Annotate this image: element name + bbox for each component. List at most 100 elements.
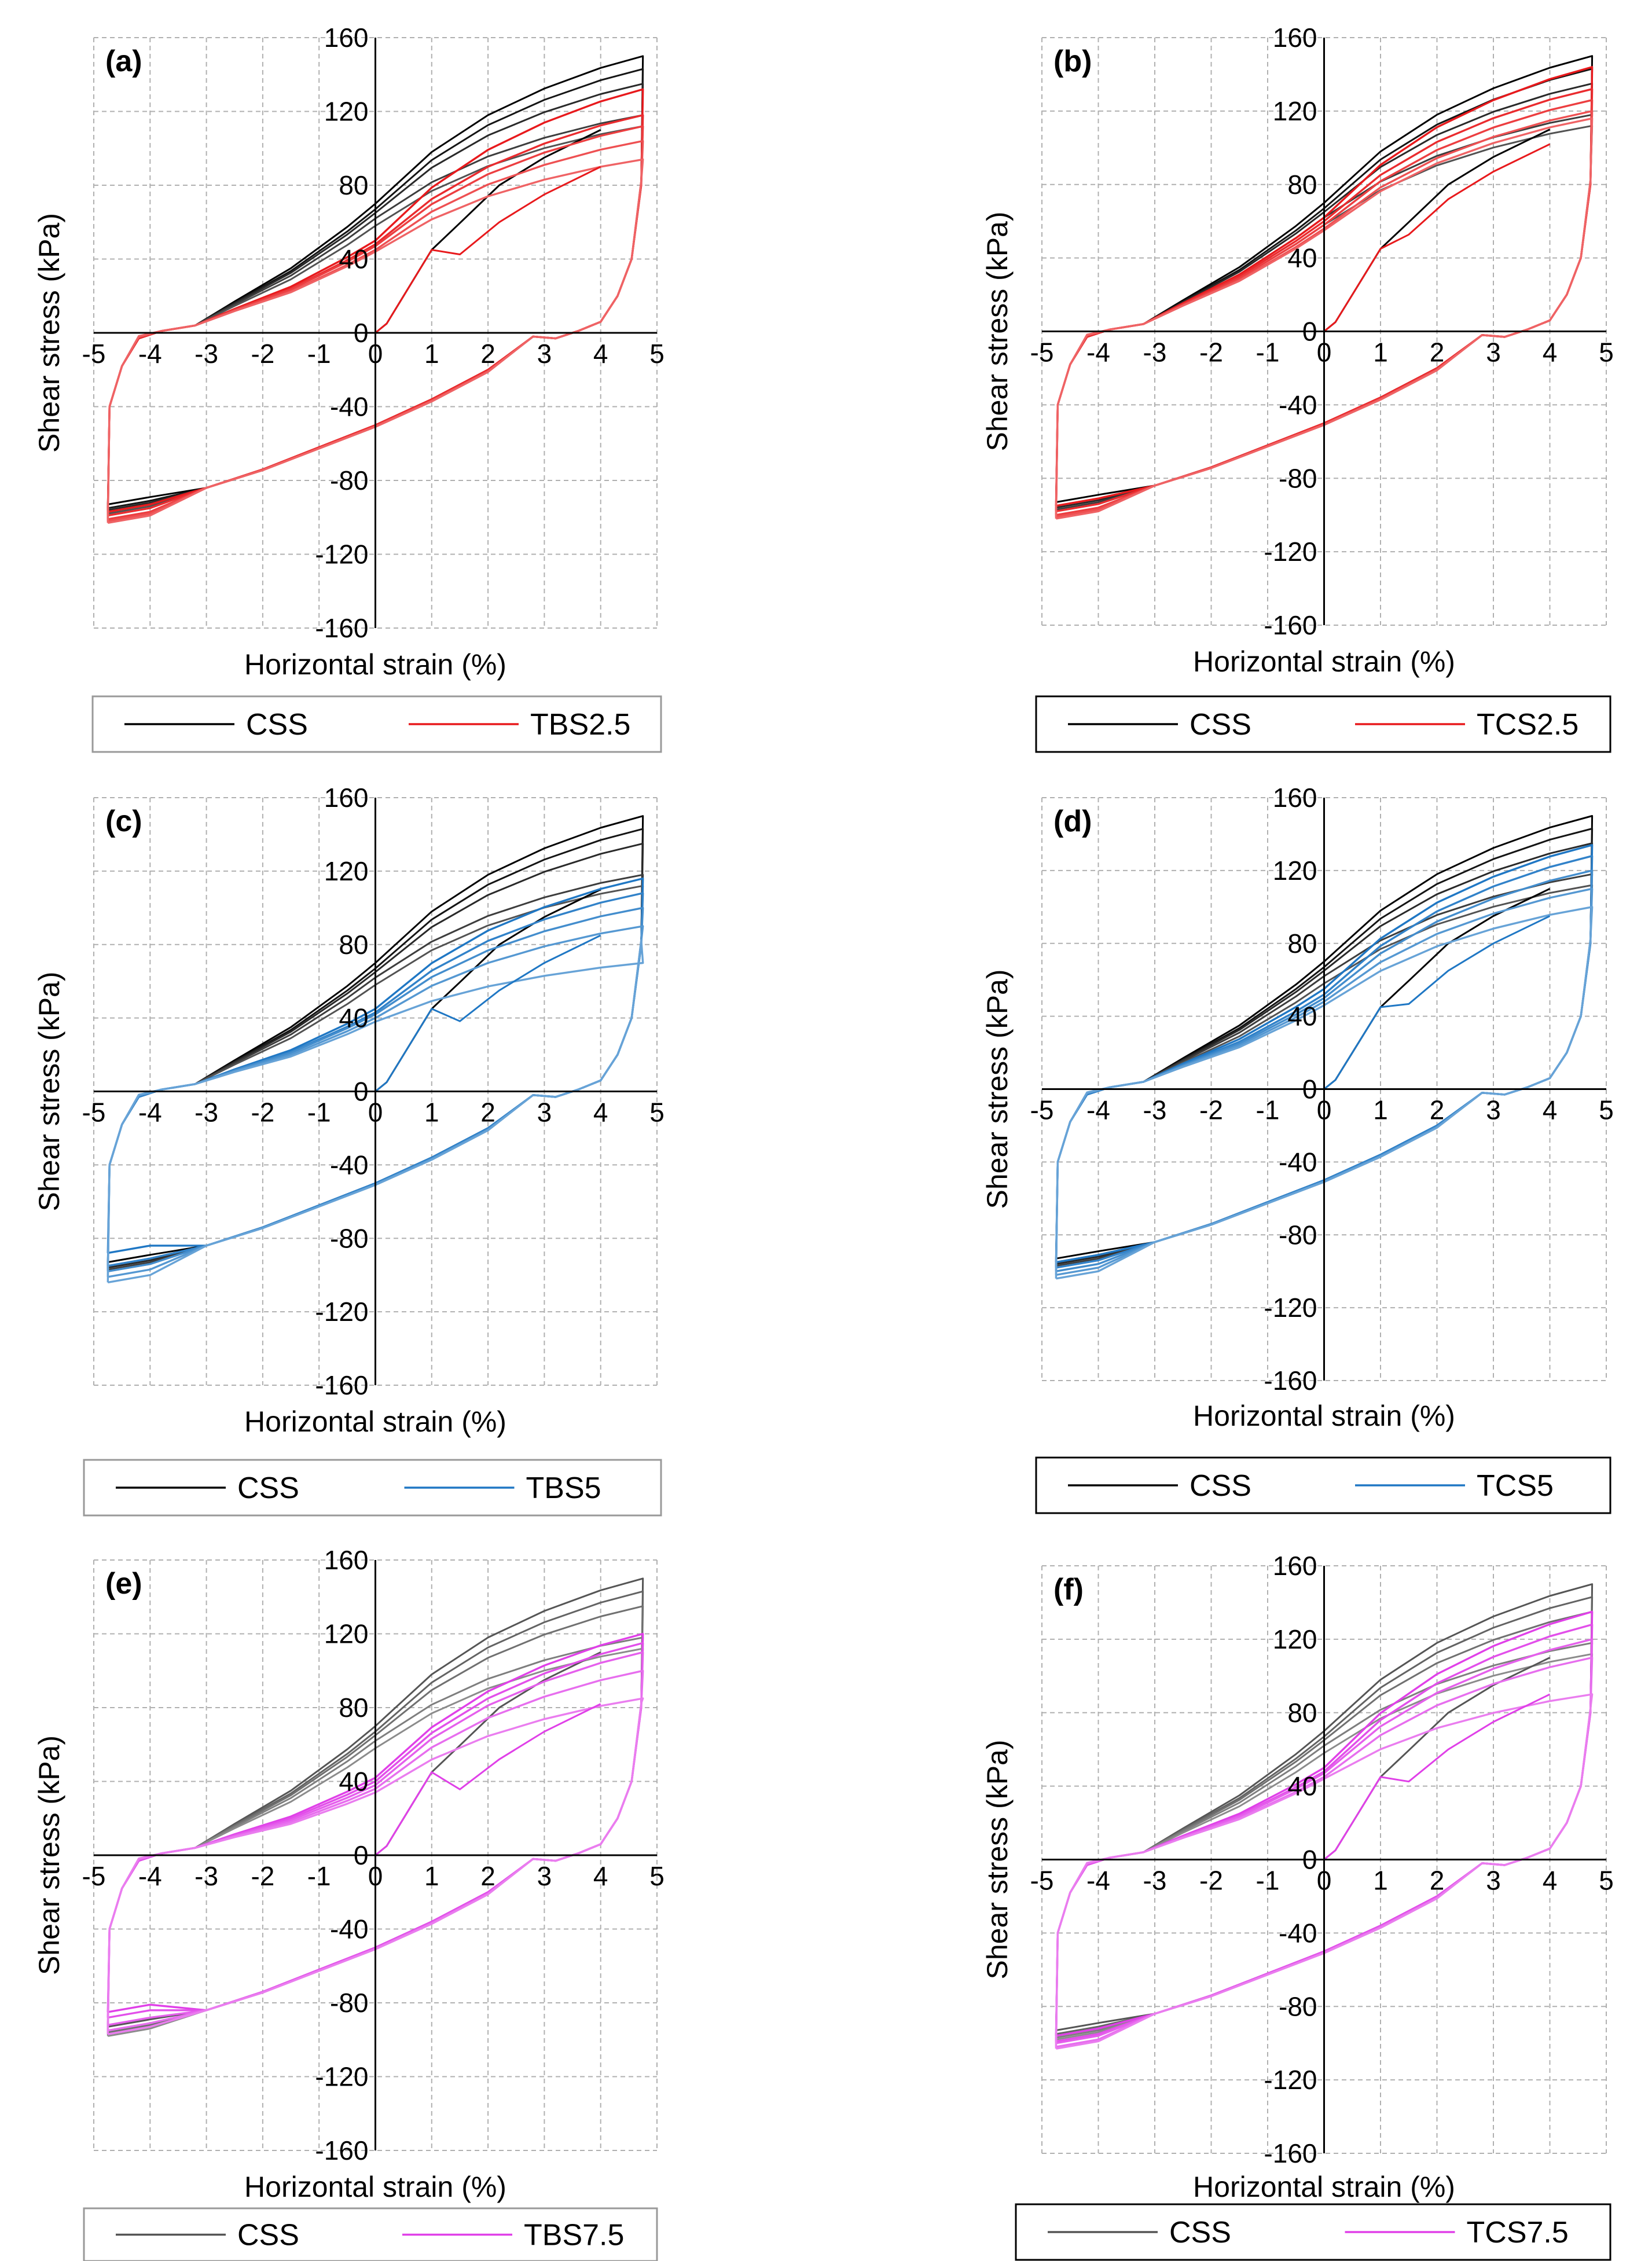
legend-label-CSS: CSS xyxy=(237,2219,299,2252)
x-tick-label: 4 xyxy=(593,1861,608,1891)
x-tick-label: 5 xyxy=(1599,1095,1614,1125)
x-tick-label: 0 xyxy=(1317,1866,1332,1896)
x-tick-label: 2 xyxy=(1430,1866,1445,1896)
y-axis-title: Shear stress (kPa) xyxy=(981,969,1014,1209)
y-tick-label: 120 xyxy=(1273,856,1317,886)
series-TBS7.5 xyxy=(107,1632,644,2035)
x-tick-label: -1 xyxy=(1256,1866,1280,1896)
legend-label-TCS7.5: TCS7.5 xyxy=(1467,2216,1569,2249)
legend-label-CSS: CSS xyxy=(1190,708,1251,742)
x-tick-label: -5 xyxy=(82,1098,106,1128)
x-tick-label: -2 xyxy=(251,1861,274,1891)
y-tick-label: 80 xyxy=(339,170,368,200)
y-tick-label: -40 xyxy=(330,1150,368,1180)
legend-label-CSS: CSS xyxy=(1169,2216,1231,2249)
chart-panel-6: -5 -4 -3 -2 -1 0 1 2 3 4 516012080400-40-80-120-16… xyxy=(981,1551,1614,2261)
y-tick-label: 40 xyxy=(1287,1771,1317,1801)
y-tick-label: 40 xyxy=(1287,1001,1317,1032)
x-tick-label: -4 xyxy=(1086,1095,1110,1125)
y-tick-label: -40 xyxy=(1279,390,1317,420)
panel-label: (a) xyxy=(105,45,142,78)
chart-panel-1: -5 -4 -3 -2 -1 0 1 2 3 4 516012080400-40-80-120-16… xyxy=(33,23,665,753)
x-tick-label: -2 xyxy=(1199,1866,1223,1896)
x-axis-title: Horizontal strain (%) xyxy=(244,648,506,681)
x-tick-label: -1 xyxy=(1256,1095,1280,1125)
panel-label: (b) xyxy=(1053,45,1092,78)
legend: CSS TCS7.5 xyxy=(1015,2203,1611,2261)
y-tick-label: 80 xyxy=(1287,1698,1317,1728)
legend-label-TBS5: TBS5 xyxy=(526,1471,601,1505)
x-tick-label: 5 xyxy=(649,1098,665,1128)
legend-label-CSS: CSS xyxy=(246,708,308,742)
x-tick-label: -4 xyxy=(138,339,162,369)
x-tick-label: 4 xyxy=(1543,1866,1558,1896)
y-tick-label: -120 xyxy=(315,539,368,570)
x-tick-label: -2 xyxy=(1199,1095,1223,1125)
x-tick-label: 0 xyxy=(1317,1095,1332,1125)
virgin-curve-TBS5 xyxy=(375,934,601,1092)
x-tick-label: -2 xyxy=(251,339,274,369)
x-tick-label: -3 xyxy=(1143,1866,1167,1896)
loop-TCS2.5-5 xyxy=(1055,117,1594,520)
y-tick-label: -80 xyxy=(330,1988,368,2018)
chart-panel-3: -5 -4 -3 -2 -1 0 1 2 3 4 516012080400-40-80-120-16… xyxy=(33,783,665,1517)
x-tick-label: -5 xyxy=(1030,337,1054,368)
x-tick-label: 1 xyxy=(424,339,439,369)
x-tick-label: -5 xyxy=(1030,1866,1054,1896)
x-axis-title: Horizontal strain (%) xyxy=(244,2171,506,2203)
x-axis-title: Horizontal strain (%) xyxy=(1193,645,1455,678)
x-tick-label: 3 xyxy=(1486,1866,1501,1896)
y-tick-label: 40 xyxy=(339,1003,368,1033)
legend-label-TBS2.5: TBS2.5 xyxy=(530,708,630,742)
x-tick-label: 2 xyxy=(1430,1095,1445,1125)
legend-label-TCS2.5: TCS2.5 xyxy=(1477,708,1578,742)
series-TBS5 xyxy=(107,877,644,1284)
panel-label: (f) xyxy=(1053,1573,1084,1606)
virgin-curve-TCS5 xyxy=(1323,915,1551,1090)
x-tick-label: -5 xyxy=(82,1861,106,1891)
y-axis-title: Shear stress (kPa) xyxy=(981,211,1014,451)
x-tick-label: 0 xyxy=(368,339,383,369)
legend: CSS TBS7.5 xyxy=(83,2207,658,2261)
y-tick-label: 0 xyxy=(1302,1845,1317,1875)
y-tick-label: 0 xyxy=(354,1840,369,1870)
y-tick-label: -80 xyxy=(330,465,368,495)
legend: CSS TBS2.5 xyxy=(91,695,662,753)
x-tick-label: 1 xyxy=(1373,1866,1388,1896)
x-tick-label: 3 xyxy=(537,339,552,369)
y-tick-label: -80 xyxy=(1279,1220,1317,1250)
x-axis-title: Horizontal strain (%) xyxy=(1193,1400,1455,1432)
x-tick-label: 5 xyxy=(649,339,665,369)
x-tick-label: 4 xyxy=(593,1098,608,1128)
x-tick-label: 5 xyxy=(649,1861,665,1891)
y-axis-title: Shear stress (kPa) xyxy=(981,1739,1014,1979)
y-tick-label: -80 xyxy=(1279,463,1317,493)
x-tick-label: -3 xyxy=(194,1098,218,1128)
chart-panel-2: -5 -4 -3 -2 -1 0 1 2 3 4 516012080400-40-80-120-16… xyxy=(981,23,1614,753)
x-tick-label: -3 xyxy=(194,339,218,369)
y-tick-label: -40 xyxy=(330,392,368,422)
y-tick-label: 0 xyxy=(354,1077,369,1107)
legend-label-TBS7.5: TBS7.5 xyxy=(524,2219,624,2252)
x-tick-label: 3 xyxy=(537,1861,552,1891)
loop-TCS7.5-5 xyxy=(1055,1693,1594,2050)
x-tick-label: 4 xyxy=(1543,337,1558,368)
y-tick-label: 160 xyxy=(1273,783,1317,813)
x-tick-label: 4 xyxy=(1543,1095,1558,1125)
x-tick-label: -4 xyxy=(138,1098,162,1128)
y-tick-label: -80 xyxy=(330,1223,368,1253)
series-TBS2.5 xyxy=(107,88,644,524)
legend: CSS TBS5 xyxy=(83,1459,662,1517)
x-tick-label: 1 xyxy=(424,1098,439,1128)
x-tick-label: 0 xyxy=(368,1861,383,1891)
y-tick-label: 40 xyxy=(339,1767,368,1797)
y-tick-label: 0 xyxy=(1302,317,1317,347)
legend-label-CSS: CSS xyxy=(237,1471,299,1505)
x-tick-label: 3 xyxy=(1486,1095,1501,1125)
x-tick-label: -5 xyxy=(1030,1095,1054,1125)
y-axis-title: Shear stress (kPa) xyxy=(33,213,65,453)
virgin-curve-TBS2.5 xyxy=(375,166,601,334)
loop-TBS5-5 xyxy=(107,939,644,1284)
series-TCS5 xyxy=(1055,844,1594,1280)
y-tick-label: 160 xyxy=(324,23,369,53)
